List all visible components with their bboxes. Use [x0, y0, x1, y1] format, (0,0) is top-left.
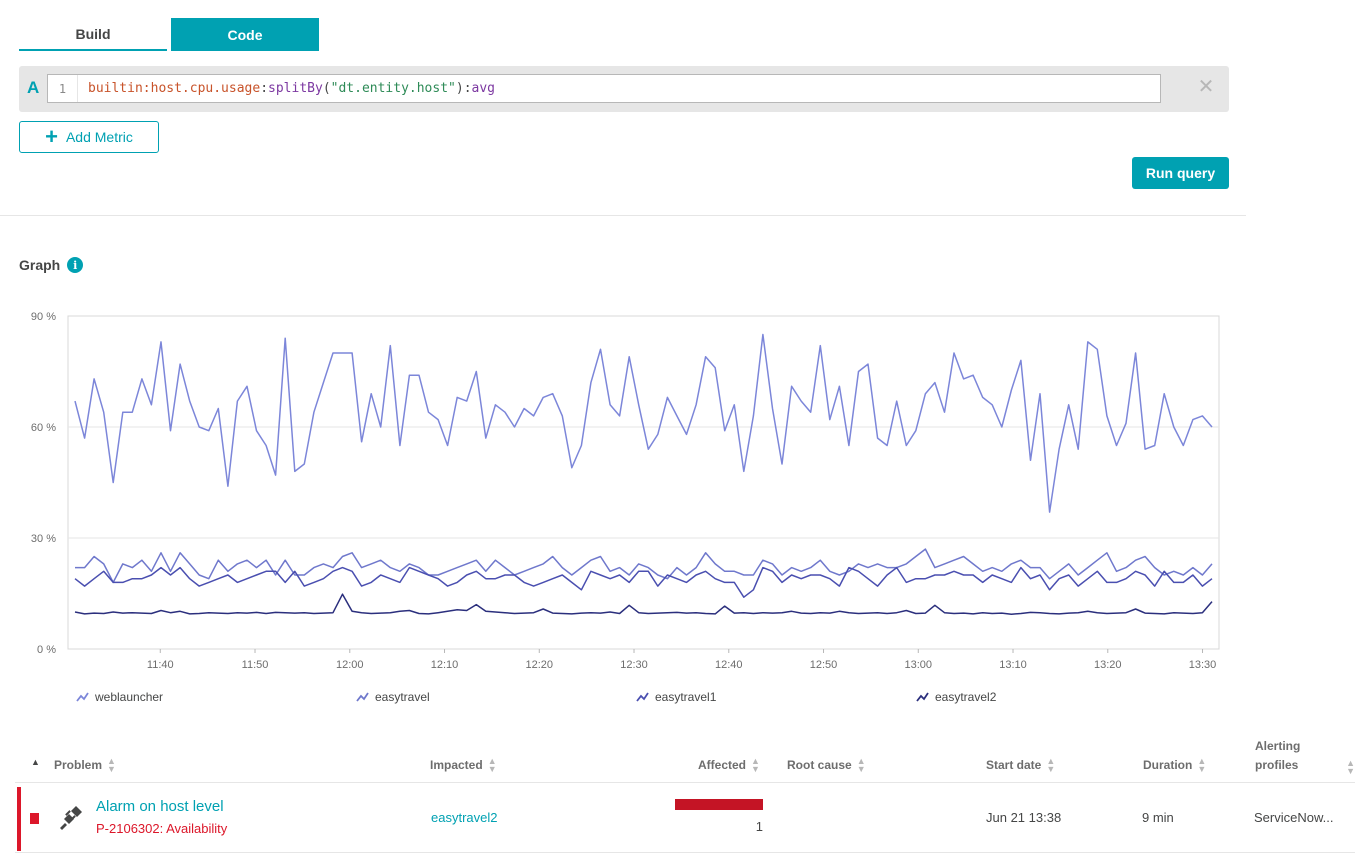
- y-tick-label: 60 %: [31, 422, 56, 434]
- legend-item-easytravel2[interactable]: easytravel2: [916, 690, 996, 704]
- add-metric-label: Add Metric: [65, 129, 133, 145]
- sort-icon: ▲ ▼: [1046, 756, 1056, 774]
- duration: 9 min: [1142, 810, 1174, 825]
- sort-icon: ▲ ▼: [107, 756, 116, 774]
- table-row[interactable]: Alarm on host level P-2106302: Availabil…: [15, 785, 1355, 853]
- line-chart-icon: [356, 692, 369, 702]
- chart-legend: weblauncher easytravel easytravel1 easytrav…: [0, 690, 1371, 710]
- problems-table-header: ▲ Problem ▲ ▼ Impacted ▲ ▼ Affected ▲ ▼ Root c…: [15, 735, 1355, 783]
- line-chart-icon: [636, 692, 649, 702]
- code-fn-splitby: splitBy: [268, 81, 323, 96]
- legend-item-easytravel1[interactable]: easytravel1: [636, 690, 716, 704]
- sort-icon: ▲ ▼: [487, 756, 497, 774]
- problem-title-link[interactable]: Alarm on host level: [96, 798, 224, 815]
- series-line-weblauncher: [74, 333, 1213, 513]
- header-root-cause[interactable]: Root cause ▲ ▼: [787, 756, 866, 774]
- affected-count: 1: [755, 819, 763, 834]
- editor-tabs: Build Code: [19, 18, 319, 51]
- start-date: Jun 21 13:38: [986, 810, 1062, 825]
- impacted-entity-link[interactable]: easytravel2: [431, 810, 498, 825]
- x-tick-label: 12:00: [336, 659, 364, 671]
- line-chart-icon: [76, 692, 89, 702]
- info-icon[interactable]: i: [67, 257, 84, 273]
- alerting-profiles: ServiceNow...: [1254, 810, 1334, 825]
- query-editor[interactable]: 1 builtin:host.cpu.usage:splitBy("dt.ent…: [47, 74, 1161, 103]
- x-tick-label: 11:40: [147, 659, 174, 671]
- x-tick-label: 13:10: [999, 659, 1027, 671]
- header-duration[interactable]: Duration ▲ ▼: [1143, 756, 1207, 774]
- y-tick-label: 0 %: [37, 644, 56, 656]
- x-tick-label: 12:30: [620, 659, 648, 671]
- sort-icon: ▲ ▼: [1197, 756, 1207, 774]
- series-line-easytravel2: [74, 593, 1213, 615]
- code-metric: builtin:host.cpu.usage: [88, 81, 261, 96]
- y-tick-label: 90 %: [31, 311, 56, 323]
- legend-label: easytravel1: [655, 690, 717, 704]
- header-root-cause-label: Root cause: [787, 758, 852, 772]
- query-letter: A: [27, 78, 40, 97]
- plot-area: [67, 315, 1220, 650]
- code-fn-avg: avg: [471, 81, 496, 96]
- graph-title: Graph i: [19, 257, 84, 273]
- header-impacted-label: Impacted: [430, 758, 483, 772]
- x-tick-label: 13:30: [1189, 659, 1217, 671]
- series-line-easytravel: [75, 548, 1213, 584]
- code-sep: :: [463, 81, 472, 96]
- legend-label: easytravel2: [935, 690, 997, 704]
- add-metric-button[interactable]: + Add Metric: [19, 121, 159, 153]
- x-tick-label: 12:50: [810, 659, 838, 671]
- x-tick-label: 12:20: [526, 659, 554, 671]
- affected-bar: [675, 799, 763, 810]
- severity-bar: [17, 787, 21, 851]
- severity-indicator: [30, 813, 39, 824]
- header-affected[interactable]: Affected ▲ ▼: [698, 756, 760, 774]
- tab-code[interactable]: Code: [171, 18, 319, 51]
- header-alerting-line2: profiles: [1255, 758, 1299, 772]
- header-alerting-line1: Alerting: [1255, 739, 1301, 753]
- plus-icon: +: [45, 124, 58, 149]
- header-duration-label: Duration: [1143, 758, 1193, 772]
- sort-asc-icon[interactable]: ▲: [31, 757, 40, 767]
- x-tick-label: 11:50: [242, 659, 269, 671]
- header-impacted[interactable]: Impacted ▲ ▼: [430, 756, 497, 774]
- code-paren-open: (: [322, 81, 331, 96]
- problem-id: P-2106302: Availability: [96, 821, 228, 836]
- line-chart-icon: [916, 692, 929, 702]
- header-alerting-profiles[interactable]: Alerting profiles ▲ ▼: [1255, 738, 1355, 776]
- legend-label: easytravel: [375, 690, 430, 704]
- x-tick-label: 13:20: [1094, 659, 1122, 671]
- x-tick-label: 12:40: [715, 659, 743, 671]
- plug-disconnected-icon: [60, 806, 82, 830]
- tab-build[interactable]: Build: [19, 18, 167, 51]
- close-icon[interactable]: ✕: [1197, 76, 1215, 98]
- run-query-button[interactable]: Run query: [1132, 157, 1229, 189]
- graph-title-text: Graph: [19, 257, 61, 273]
- query-row: A 1 builtin:host.cpu.usage:splitBy("dt.e…: [19, 66, 1229, 112]
- x-tick-label: 12:10: [431, 659, 459, 671]
- y-tick-label: 30 %: [31, 533, 56, 545]
- legend-item-easytravel[interactable]: easytravel: [356, 690, 430, 704]
- x-tick-label: 13:00: [905, 659, 933, 671]
- sort-icon: ▲ ▼: [751, 756, 760, 774]
- code-sep: :: [260, 81, 269, 96]
- header-start-date[interactable]: Start date ▲ ▼: [986, 756, 1056, 774]
- header-problem-label: Problem: [54, 758, 103, 772]
- header-start-date-label: Start date: [986, 758, 1042, 772]
- line-number: 1: [48, 75, 78, 102]
- series-line-easytravel1: [74, 566, 1213, 598]
- legend-label: weblauncher: [95, 690, 164, 704]
- header-problem[interactable]: Problem ▲ ▼: [54, 756, 116, 774]
- code-paren-close: ): [455, 81, 464, 96]
- cpu-usage-chart[interactable]: 0 % 30 % 60 % 90 % 11:40 11:50 12:00 12:10 12:20…: [0, 300, 1371, 685]
- sort-icon: ▲ ▼: [856, 756, 866, 774]
- header-affected-label: Affected: [698, 758, 747, 772]
- legend-item-weblauncher[interactable]: weblauncher: [76, 690, 163, 704]
- divider: [0, 215, 1246, 216]
- sort-icon: ▲ ▼: [1346, 758, 1355, 776]
- code-string: "dt.entity.host": [330, 81, 456, 96]
- query-code[interactable]: builtin:host.cpu.usage:splitBy("dt.entit…: [78, 81, 495, 96]
